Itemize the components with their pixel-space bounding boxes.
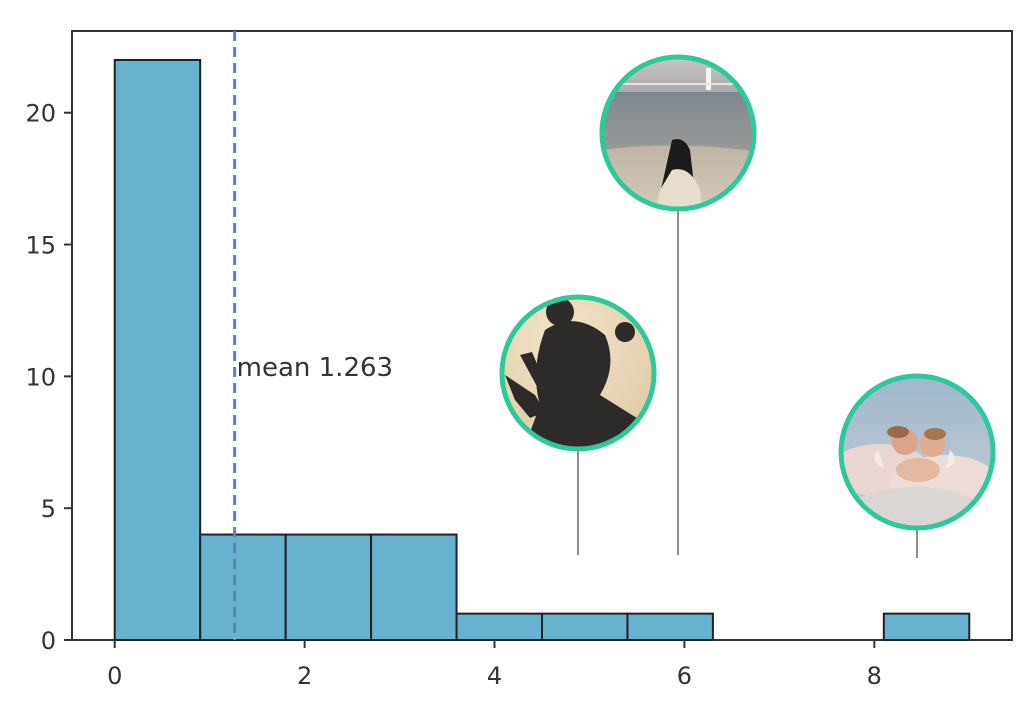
histogram-bar-4 <box>455 612 543 641</box>
y-tick-label: 15 <box>25 232 56 260</box>
bars-group <box>113 59 971 642</box>
x-tick-label: 2 <box>297 662 312 690</box>
cherubs-photo <box>841 376 993 528</box>
beach-photo <box>602 57 754 209</box>
histogram-bar-9 <box>882 612 971 641</box>
y-tick-label: 0 <box>41 627 56 655</box>
photo-annotation-cherubs <box>838 373 996 558</box>
y-tick-label: 10 <box>25 363 56 391</box>
histogram-bar-5 <box>541 612 629 641</box>
y-tick-label: 20 <box>25 100 56 128</box>
x-tick-label: 8 <box>867 662 882 690</box>
photo-annotation-beach <box>599 54 757 555</box>
mean-label: mean 1.263 <box>237 353 393 383</box>
histogram-bar-3 <box>370 533 458 642</box>
axes-group: 0 2 4 6 8 0 5 10 15 20 <box>25 100 882 690</box>
x-tick-label: 0 <box>107 662 122 690</box>
photo-annotation-shadow <box>499 294 657 555</box>
histogram-bar-2 <box>284 533 373 642</box>
histogram-bar-0 <box>113 59 202 641</box>
shadow-photo <box>502 297 654 449</box>
histogram-bar-1 <box>199 533 287 642</box>
histogram-bar-6 <box>626 612 714 641</box>
x-tick-label: 4 <box>487 662 502 690</box>
x-tick-label: 6 <box>677 662 692 690</box>
y-tick-label: 5 <box>41 495 56 523</box>
